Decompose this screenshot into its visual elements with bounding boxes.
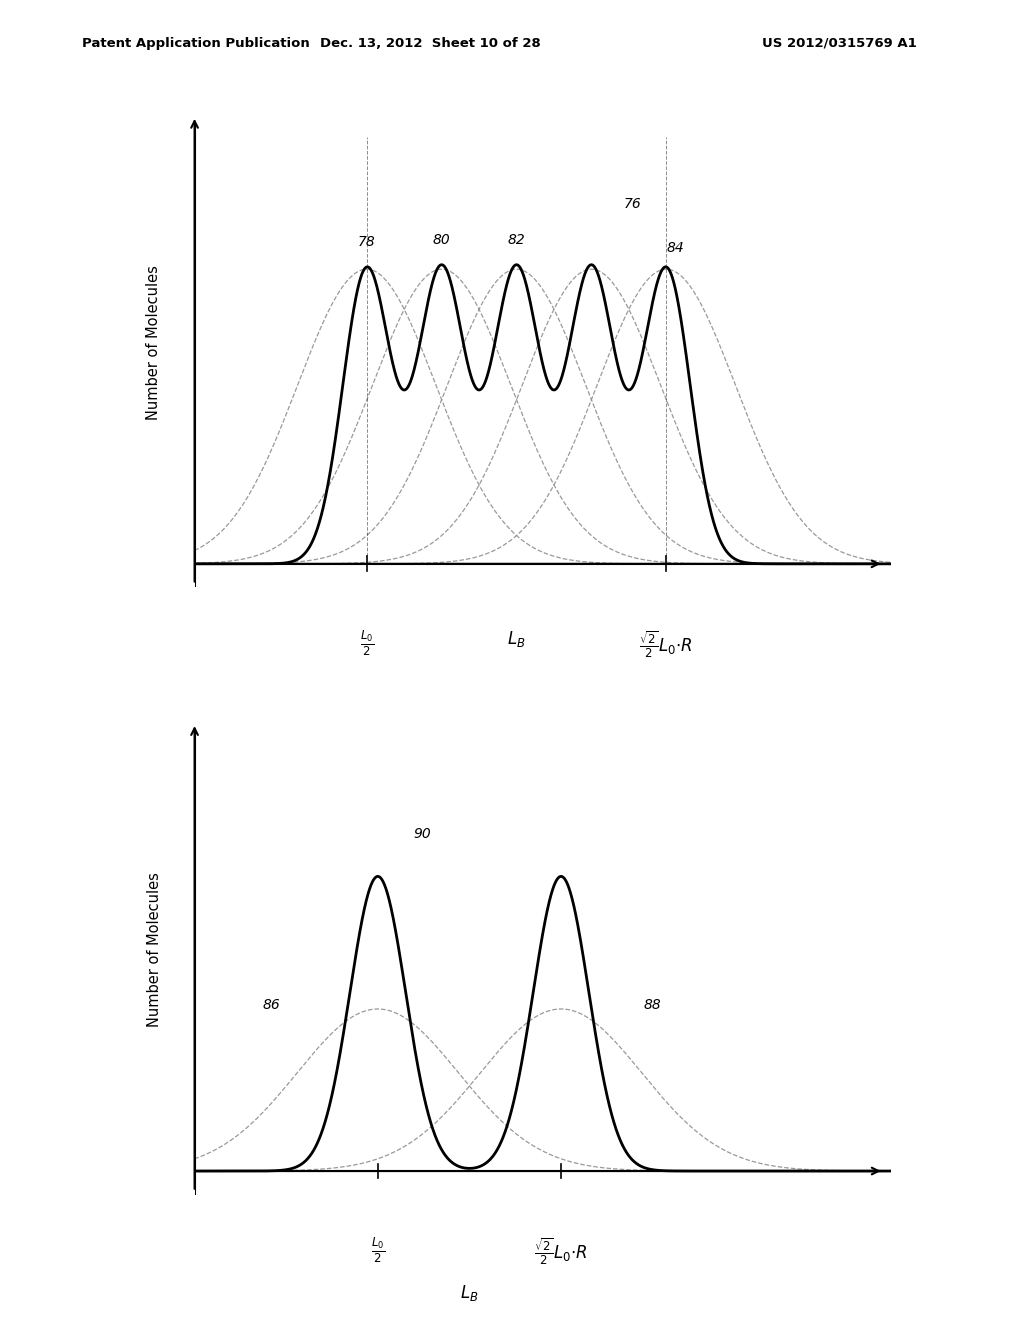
Text: $\frac{\sqrt{2}}{2}L_0{\cdot}R$: $\frac{\sqrt{2}}{2}L_0{\cdot}R$ bbox=[639, 628, 693, 660]
Text: US 2012/0315769 A1: US 2012/0315769 A1 bbox=[762, 37, 918, 50]
Text: 86: 86 bbox=[262, 998, 281, 1012]
Text: 76: 76 bbox=[624, 197, 641, 211]
Text: $L_B$: $L_B$ bbox=[507, 628, 525, 648]
Text: Patent Application Publication: Patent Application Publication bbox=[82, 37, 309, 50]
Text: 88: 88 bbox=[644, 998, 662, 1012]
Text: 84: 84 bbox=[667, 242, 684, 255]
Text: Dec. 13, 2012  Sheet 10 of 28: Dec. 13, 2012 Sheet 10 of 28 bbox=[319, 37, 541, 50]
Text: 82: 82 bbox=[508, 234, 525, 247]
Text: $\it{Fig.\ 12}$: $\it{Fig.\ 12}$ bbox=[484, 793, 549, 816]
Text: Number of Molecules: Number of Molecules bbox=[145, 265, 161, 420]
Text: 80: 80 bbox=[433, 234, 451, 247]
Text: $\frac{L_0}{2}$: $\frac{L_0}{2}$ bbox=[371, 1236, 385, 1266]
Text: 78: 78 bbox=[358, 235, 376, 249]
Text: Number of Molecules: Number of Molecules bbox=[146, 873, 162, 1027]
Text: $L_B$: $L_B$ bbox=[460, 1283, 478, 1303]
Text: $\frac{L_0}{2}$: $\frac{L_0}{2}$ bbox=[359, 628, 374, 659]
Text: 90: 90 bbox=[413, 828, 431, 841]
Text: $\frac{\sqrt{2}}{2}L_0{\cdot}R$: $\frac{\sqrt{2}}{2}L_0{\cdot}R$ bbox=[535, 1236, 588, 1267]
